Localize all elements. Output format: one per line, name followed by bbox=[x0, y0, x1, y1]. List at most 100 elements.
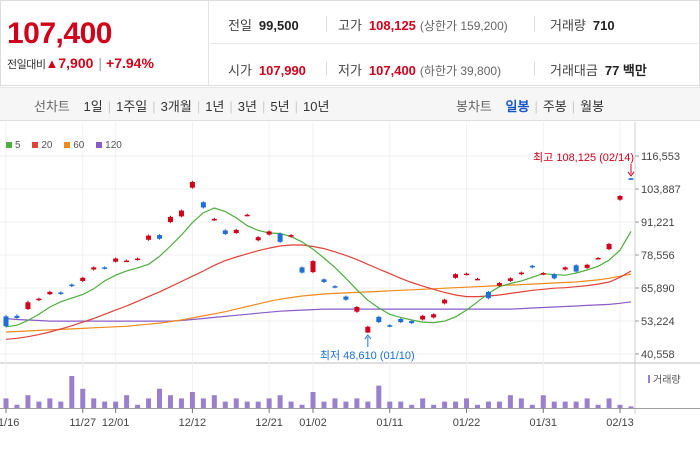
candle-body bbox=[266, 231, 272, 235]
x-tick-label: 11/16 bbox=[0, 417, 19, 429]
volume-bar bbox=[69, 376, 75, 408]
volume-bar bbox=[157, 388, 163, 408]
candle bbox=[507, 277, 513, 282]
candle bbox=[573, 264, 579, 273]
candle-body bbox=[354, 306, 360, 312]
period-1y[interactable]: 1년 bbox=[205, 99, 225, 114]
candle-body bbox=[376, 316, 382, 323]
volume-bar bbox=[255, 401, 261, 408]
period-divider: | bbox=[107, 99, 112, 114]
volume-bar bbox=[36, 401, 42, 408]
candle bbox=[288, 234, 294, 238]
high-arrow-icon bbox=[627, 171, 635, 177]
period-3y[interactable]: 3년 bbox=[237, 99, 257, 114]
candle-chart-periods: 봉차트 일봉 | 주봉 | 월봉 bbox=[456, 96, 604, 115]
column-divider bbox=[326, 17, 327, 31]
volume-bar bbox=[3, 398, 9, 408]
candle-body bbox=[518, 272, 524, 275]
candle-body bbox=[343, 296, 349, 300]
period-1w[interactable]: 1주일 bbox=[116, 99, 148, 114]
volume-bar bbox=[474, 404, 480, 408]
candle-body bbox=[80, 277, 86, 281]
candle bbox=[485, 290, 491, 300]
candle-body bbox=[135, 258, 141, 261]
chart-annotations: 최고 108,125 (02/14) 최저 48,610 (01/10) bbox=[320, 151, 635, 362]
period-weekly[interactable]: 주봉 bbox=[542, 99, 567, 114]
candle bbox=[551, 273, 557, 280]
volume-bar bbox=[518, 398, 524, 408]
change-divider: | bbox=[98, 55, 103, 71]
candle-body bbox=[485, 291, 491, 299]
low-price-label: 최저 48,610 (01/10) bbox=[320, 349, 415, 362]
y-tick-label: 91,221 bbox=[641, 217, 675, 229]
line-chart-periods: 선차트 1일 | 1주일 | 3개월 | 1년 | 3년 | 5년 | 10년 bbox=[34, 96, 329, 115]
candle-body bbox=[409, 321, 415, 324]
x-tick-label: 12/21 bbox=[255, 417, 283, 429]
legend-label: 120 bbox=[105, 140, 122, 151]
candle bbox=[398, 317, 404, 324]
candle-body bbox=[442, 299, 448, 304]
volume-bar bbox=[167, 395, 173, 408]
y-tick-label: 65,890 bbox=[641, 283, 675, 295]
volume-bar bbox=[551, 401, 557, 408]
candle-body bbox=[146, 235, 152, 240]
candle bbox=[36, 297, 42, 302]
candle bbox=[518, 271, 524, 276]
period-5y[interactable]: 5년 bbox=[270, 99, 290, 114]
candle-body bbox=[507, 278, 513, 281]
volume-bar bbox=[299, 404, 305, 408]
candle bbox=[529, 264, 535, 269]
volume-bar bbox=[91, 398, 97, 408]
volume-bar bbox=[332, 398, 338, 408]
period-divider: | bbox=[196, 99, 201, 114]
legend-label: 60 bbox=[73, 140, 85, 151]
price-change: 전일대비▲7,900 | +7.94% bbox=[7, 55, 154, 72]
candle bbox=[178, 209, 184, 218]
candle bbox=[255, 236, 261, 242]
stat-amount: 거래대금 77 백만 bbox=[550, 60, 647, 79]
legend-swatch bbox=[6, 141, 12, 148]
period-daily[interactable]: 일봉 bbox=[505, 99, 530, 114]
candle-body bbox=[222, 230, 228, 235]
candle-body bbox=[102, 267, 108, 269]
period-1d[interactable]: 1일 bbox=[83, 99, 103, 114]
candle bbox=[157, 234, 163, 240]
volume-bar bbox=[464, 398, 470, 408]
volume-bar bbox=[222, 401, 228, 408]
chart-period-bar: 선차트 1일 | 1주일 | 3개월 | 1년 | 3년 | 5년 | 10년 봉차트 일봉 | 주봉 | 월봉 bbox=[0, 87, 700, 121]
legend-ma60: 60 bbox=[64, 140, 84, 151]
candle-body bbox=[36, 298, 42, 301]
volume-bar bbox=[244, 401, 250, 408]
candle bbox=[431, 313, 437, 319]
period-monthly[interactable]: 월봉 bbox=[580, 99, 605, 114]
candle bbox=[321, 278, 327, 284]
volume-bar bbox=[102, 401, 108, 408]
candle bbox=[496, 281, 502, 287]
volume-legend-swatch bbox=[648, 375, 650, 383]
period-10y[interactable]: 10년 bbox=[302, 99, 330, 114]
candles bbox=[3, 177, 634, 334]
stat-value: 107,400 bbox=[368, 63, 416, 78]
stat-open: 시가 107,990 bbox=[228, 60, 306, 79]
volume-bar bbox=[595, 404, 601, 408]
period-3m[interactable]: 3개월 bbox=[160, 99, 192, 114]
candle bbox=[453, 273, 459, 279]
volume-bar bbox=[365, 401, 371, 408]
volume-bar bbox=[507, 395, 513, 408]
candle bbox=[540, 272, 546, 276]
candle bbox=[562, 266, 568, 271]
candle-body bbox=[211, 218, 217, 221]
stat-label: 시가 bbox=[228, 63, 252, 78]
y-tick-label: 78,556 bbox=[641, 250, 675, 262]
candle-body bbox=[288, 235, 294, 237]
candle-body bbox=[255, 237, 261, 241]
y-axis-labels: 116,553 103,887 91,221 78,556 65,890 53,224 40… bbox=[641, 151, 681, 361]
moving-average-lines bbox=[5, 207, 632, 340]
candle-body bbox=[58, 292, 64, 294]
candle bbox=[3, 314, 9, 328]
volume-bar bbox=[387, 401, 393, 408]
volume-bar bbox=[343, 401, 349, 408]
stat-sub: (상한가 159,200) bbox=[419, 19, 508, 33]
candle-body bbox=[464, 273, 470, 276]
candle-body bbox=[398, 318, 404, 323]
